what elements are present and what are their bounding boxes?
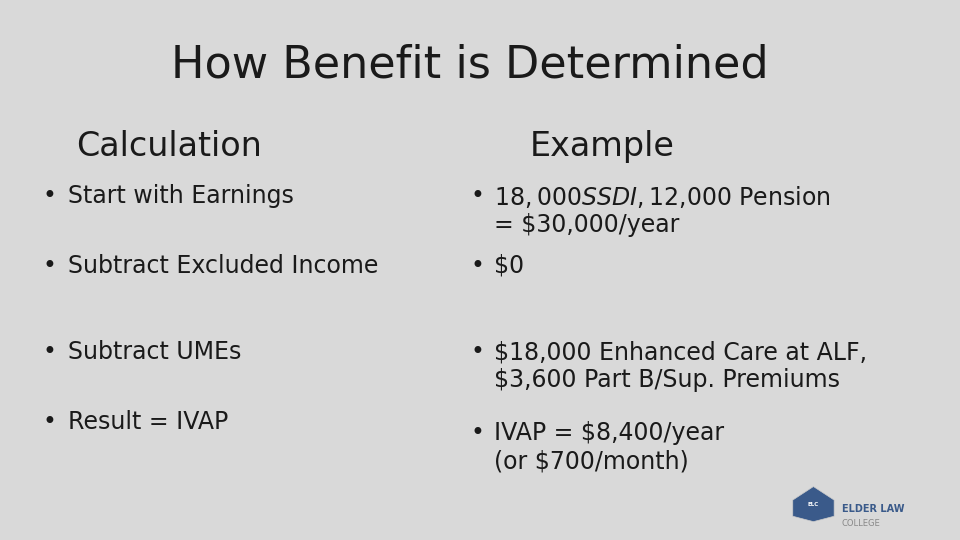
Text: •: • bbox=[470, 421, 484, 445]
Text: •: • bbox=[470, 184, 484, 207]
Text: Calculation: Calculation bbox=[77, 130, 262, 163]
Text: ELC: ELC bbox=[807, 502, 819, 507]
Text: IVAP = $8,400/year
(or $700/month): IVAP = $8,400/year (or $700/month) bbox=[493, 421, 724, 473]
Text: •: • bbox=[42, 254, 57, 278]
Text: •: • bbox=[42, 340, 57, 364]
Text: How Benefit is Determined: How Benefit is Determined bbox=[172, 43, 769, 86]
Polygon shape bbox=[793, 487, 834, 522]
Text: $0: $0 bbox=[493, 254, 524, 278]
Text: Start with Earnings: Start with Earnings bbox=[68, 184, 294, 207]
Text: Subtract UMEs: Subtract UMEs bbox=[68, 340, 241, 364]
Text: $18,000 SSDI, $12,000 Pension
= $30,000/year: $18,000 SSDI, $12,000 Pension = $30,000/… bbox=[493, 184, 830, 238]
Text: Example: Example bbox=[529, 130, 674, 163]
Text: •: • bbox=[42, 410, 57, 434]
Text: ELDER LAW: ELDER LAW bbox=[842, 504, 904, 514]
Text: •: • bbox=[42, 184, 57, 207]
Text: •: • bbox=[470, 340, 484, 364]
Text: COLLEGE: COLLEGE bbox=[842, 519, 880, 528]
Text: $18,000 Enhanced Care at ALF,
$3,600 Part B/Sup. Premiums: $18,000 Enhanced Care at ALF, $3,600 Par… bbox=[493, 340, 867, 392]
Text: •: • bbox=[470, 254, 484, 278]
Text: Subtract Excluded Income: Subtract Excluded Income bbox=[68, 254, 378, 278]
Text: Result = IVAP: Result = IVAP bbox=[68, 410, 228, 434]
